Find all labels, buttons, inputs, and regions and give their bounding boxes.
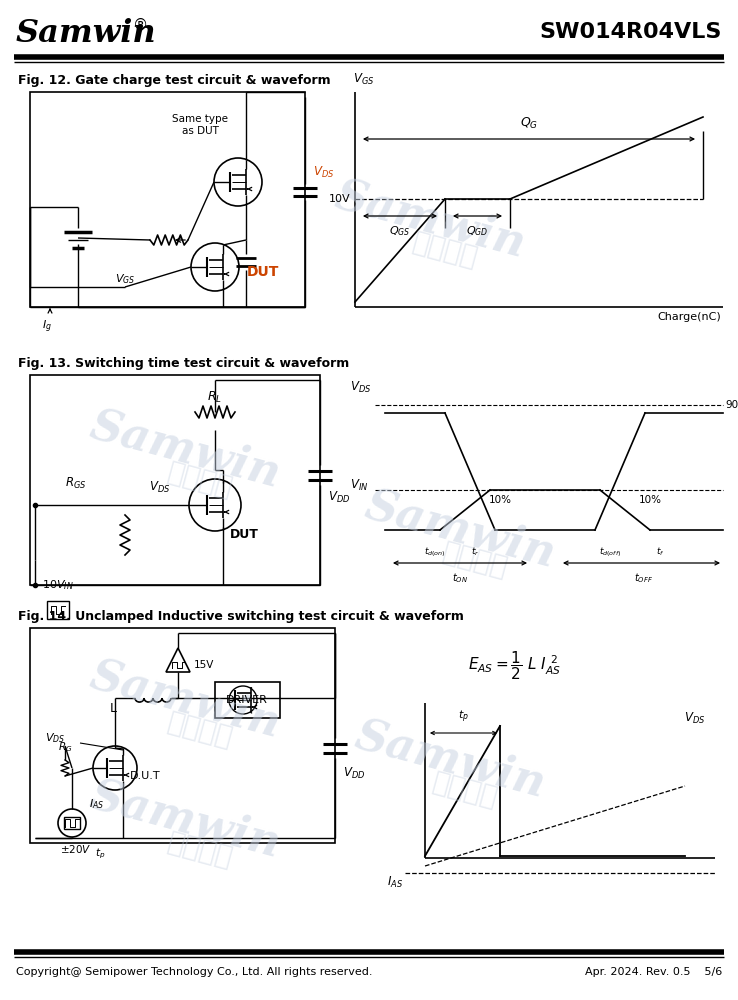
Text: 90%: 90% bbox=[725, 400, 738, 410]
Text: $I_g$: $I_g$ bbox=[42, 319, 52, 335]
Text: $V_{DS}$: $V_{DS}$ bbox=[45, 731, 65, 745]
Text: Samwin: Samwin bbox=[16, 18, 156, 49]
Text: $E_{AS} = \dfrac{1}{2}\ L\ I_{AS}^{\ 2}$: $E_{AS} = \dfrac{1}{2}\ L\ I_{AS}^{\ 2}$ bbox=[469, 650, 562, 682]
Text: $V_{DS}$: $V_{DS}$ bbox=[683, 710, 705, 726]
Text: 品牌保证: 品牌保证 bbox=[165, 708, 235, 752]
Text: $I_{AS}$: $I_{AS}$ bbox=[89, 797, 105, 811]
Text: $Q_{GS}$: $Q_{GS}$ bbox=[389, 224, 411, 238]
Text: $t_p$: $t_p$ bbox=[458, 709, 469, 725]
Text: $V_{DS}$: $V_{DS}$ bbox=[350, 380, 371, 395]
Text: $V_{IN}$: $V_{IN}$ bbox=[350, 477, 368, 493]
Text: DRIVER: DRIVER bbox=[226, 695, 268, 705]
Text: $t_{d(off)}$: $t_{d(off)}$ bbox=[599, 545, 621, 559]
Text: 10V: 10V bbox=[328, 194, 350, 204]
Text: L: L bbox=[110, 702, 117, 714]
Text: $t_f$: $t_f$ bbox=[655, 545, 664, 558]
Text: Same type
as DUT: Same type as DUT bbox=[172, 114, 228, 136]
Text: $R_G$: $R_G$ bbox=[58, 740, 72, 754]
Text: Fig. 13. Switching time test circuit & waveform: Fig. 13. Switching time test circuit & w… bbox=[18, 357, 349, 370]
Text: 品牌保证: 品牌保证 bbox=[410, 228, 480, 272]
Text: $V_{DS}$: $V_{DS}$ bbox=[148, 479, 170, 495]
Text: 品牌保证: 品牌保证 bbox=[430, 768, 501, 812]
Text: 品牌保证: 品牌保证 bbox=[165, 458, 235, 502]
Text: $t_{d(on)}$: $t_{d(on)}$ bbox=[424, 545, 446, 559]
Text: Samwin: Samwin bbox=[330, 174, 530, 266]
Text: $V_{GS}$: $V_{GS}$ bbox=[353, 72, 374, 87]
Text: $Q_{GD}$: $Q_{GD}$ bbox=[466, 224, 489, 238]
Text: $t_{OFF}$: $t_{OFF}$ bbox=[635, 571, 654, 585]
Text: D.U.T: D.U.T bbox=[130, 771, 161, 781]
Text: $V_{DD}$: $V_{DD}$ bbox=[343, 765, 365, 781]
Text: $R_L$: $R_L$ bbox=[207, 389, 223, 405]
Bar bbox=[64, 817, 80, 829]
Text: 品牌保证: 品牌保证 bbox=[439, 538, 511, 582]
Text: 品牌保证: 品牌保证 bbox=[165, 828, 235, 872]
Text: Copyright@ Semipower Technology Co., Ltd. All rights reserved.: Copyright@ Semipower Technology Co., Ltd… bbox=[16, 967, 373, 977]
Text: SW014R04VLS: SW014R04VLS bbox=[539, 22, 722, 42]
Text: 15V: 15V bbox=[194, 660, 214, 670]
Text: $I_{AS}$: $I_{AS}$ bbox=[387, 875, 403, 890]
Bar bbox=[215, 682, 280, 718]
Text: Samwin: Samwin bbox=[360, 484, 560, 576]
Text: $V_{DS}$: $V_{DS}$ bbox=[313, 164, 334, 180]
Text: $Q_G$: $Q_G$ bbox=[520, 116, 538, 131]
Text: $t_r$: $t_r$ bbox=[471, 545, 479, 558]
Text: $\pm 20V$: $\pm 20V$ bbox=[61, 843, 92, 855]
Text: $V_{GS}$: $V_{GS}$ bbox=[115, 272, 135, 286]
Bar bbox=[30, 628, 335, 843]
Text: ®: ® bbox=[133, 18, 148, 33]
Text: DUT: DUT bbox=[247, 265, 280, 279]
Bar bbox=[47, 601, 69, 619]
Text: $R_{GS}$: $R_{GS}$ bbox=[65, 475, 86, 491]
Text: $t_p$: $t_p$ bbox=[95, 847, 106, 861]
Text: Fig. 14. Unclamped Inductive switching test circuit & waveform: Fig. 14. Unclamped Inductive switching t… bbox=[18, 610, 464, 623]
Text: 10%: 10% bbox=[638, 495, 661, 505]
Text: Samwin: Samwin bbox=[85, 774, 285, 866]
Text: Samwin: Samwin bbox=[350, 714, 550, 806]
Bar bbox=[30, 375, 320, 585]
Text: Samwin: Samwin bbox=[85, 404, 285, 496]
Text: Samwin: Samwin bbox=[85, 654, 285, 746]
Text: Apr. 2024. Rev. 0.5    5/6: Apr. 2024. Rev. 0.5 5/6 bbox=[584, 967, 722, 977]
Text: $V_{DD}$: $V_{DD}$ bbox=[328, 489, 351, 505]
Text: $10V_{IN}$: $10V_{IN}$ bbox=[42, 578, 74, 592]
Text: Fig. 12. Gate charge test circuit & waveform: Fig. 12. Gate charge test circuit & wave… bbox=[18, 74, 331, 87]
Bar bbox=[30, 92, 305, 307]
Text: DUT: DUT bbox=[230, 528, 259, 542]
Text: $t_{ON}$: $t_{ON}$ bbox=[452, 571, 468, 585]
Text: Charge(nC): Charge(nC) bbox=[658, 312, 721, 322]
Text: 10%: 10% bbox=[489, 495, 511, 505]
